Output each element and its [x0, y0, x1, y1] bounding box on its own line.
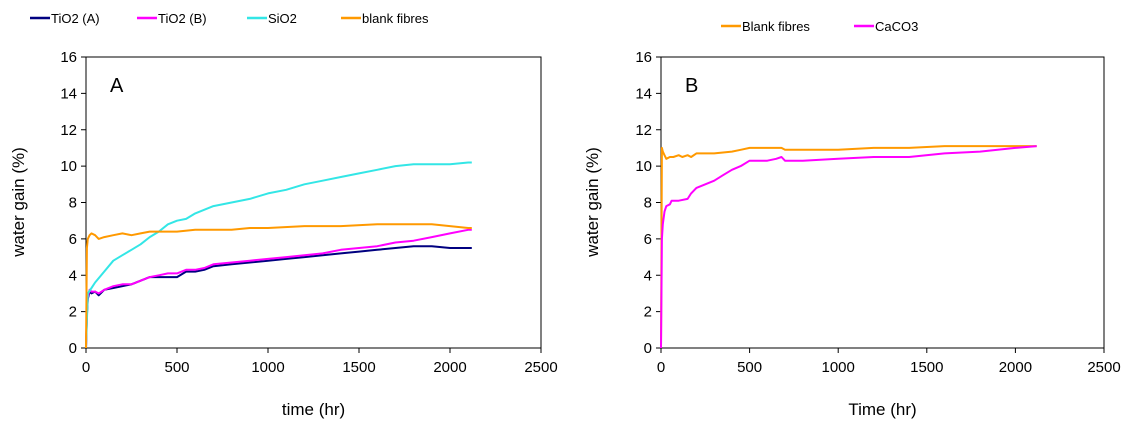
x-tick-label: 1500	[342, 359, 375, 376]
x-tick-label: 2000	[433, 359, 466, 376]
series-layer-b	[660, 145, 1037, 349]
series-line-sio2	[85, 161, 472, 349]
y-tick-label: 16	[60, 49, 77, 66]
series-line-tio2-a	[85, 245, 472, 349]
y-tick-label: 0	[644, 340, 652, 357]
x-axis-a: 0 500 1000 1500 2000 2500	[82, 348, 558, 376]
y-tick-label: 2	[69, 304, 77, 321]
y-tick-label: 14	[635, 85, 652, 102]
y-tick-label: 12	[635, 122, 652, 139]
series-layer-a	[85, 161, 472, 349]
legend-label-caco3: CaCO3	[875, 19, 918, 34]
legend-label-blank-fibres: Blank fibres	[742, 19, 810, 34]
y-tick-label: 16	[635, 49, 652, 66]
x-tick-label: 1000	[251, 359, 284, 376]
y-tick-label: 10	[60, 158, 77, 175]
x-tick-label: 500	[164, 359, 189, 376]
y-tick-label: 4	[69, 267, 77, 284]
legend-label-tio2-b: TiO2 (B)	[158, 11, 207, 26]
panel-label-b: B	[685, 75, 698, 97]
x-tick-label: 500	[737, 359, 762, 376]
x-tick-label: 0	[82, 359, 90, 376]
plot-area-b	[660, 56, 1105, 349]
y-tick-label: 10	[635, 158, 652, 175]
x-axis-b: 0 500 1000 1500 2000 2500	[657, 348, 1121, 376]
y-axis-label-a: water gain (%)	[9, 147, 28, 258]
x-axis-label-a: time (hr)	[282, 400, 345, 419]
legend-b: Blank fibres CaCO3	[721, 19, 918, 34]
y-axis-a: 0 2 4 6 8 10 12 14 16	[60, 49, 86, 357]
plot-area-a	[85, 56, 542, 349]
legend-label-blank-fibres: blank fibres	[362, 11, 429, 26]
y-tick-label: 8	[69, 195, 77, 212]
x-tick-label: 1000	[822, 359, 855, 376]
x-tick-label: 2500	[1087, 359, 1120, 376]
y-tick-label: 6	[69, 231, 77, 248]
chart-panel-b: Blank fibres CaCO3 0 2 4 6 8 10 12 14 16 0 500 1000…	[583, 19, 1121, 419]
x-tick-label: 1500	[910, 359, 943, 376]
series-line-blank-fibres	[85, 223, 472, 349]
x-tick-label: 2000	[999, 359, 1032, 376]
series-line-blank-fibres	[660, 145, 1037, 349]
y-axis-label-b: water gain (%)	[583, 147, 602, 258]
legend-label-sio2: SiO2	[268, 11, 297, 26]
y-tick-label: 0	[69, 340, 77, 357]
y-tick-label: 6	[644, 231, 652, 248]
series-line-caco3	[660, 145, 1037, 349]
x-tick-label: 2500	[524, 359, 557, 376]
legend-label-tio2-a: TiO2 (A)	[51, 11, 100, 26]
y-tick-label: 4	[644, 267, 652, 284]
panel-label-a: A	[110, 75, 124, 97]
y-tick-label: 14	[60, 85, 77, 102]
series-line-tio2-b	[85, 228, 472, 349]
x-tick-label: 0	[657, 359, 665, 376]
y-tick-label: 8	[644, 195, 652, 212]
x-axis-label-b: Time (hr)	[848, 400, 916, 419]
legend-a: TiO2 (A) TiO2 (B) SiO2 blank fibres	[30, 11, 429, 26]
y-tick-label: 12	[60, 122, 77, 139]
y-tick-label: 2	[644, 304, 652, 321]
chart-panel-a: TiO2 (A) TiO2 (B) SiO2 blank fibres 0 2 4 6 8 10…	[9, 11, 558, 419]
y-axis-b: 0 2 4 6 8 10 12 14 16	[635, 49, 661, 357]
